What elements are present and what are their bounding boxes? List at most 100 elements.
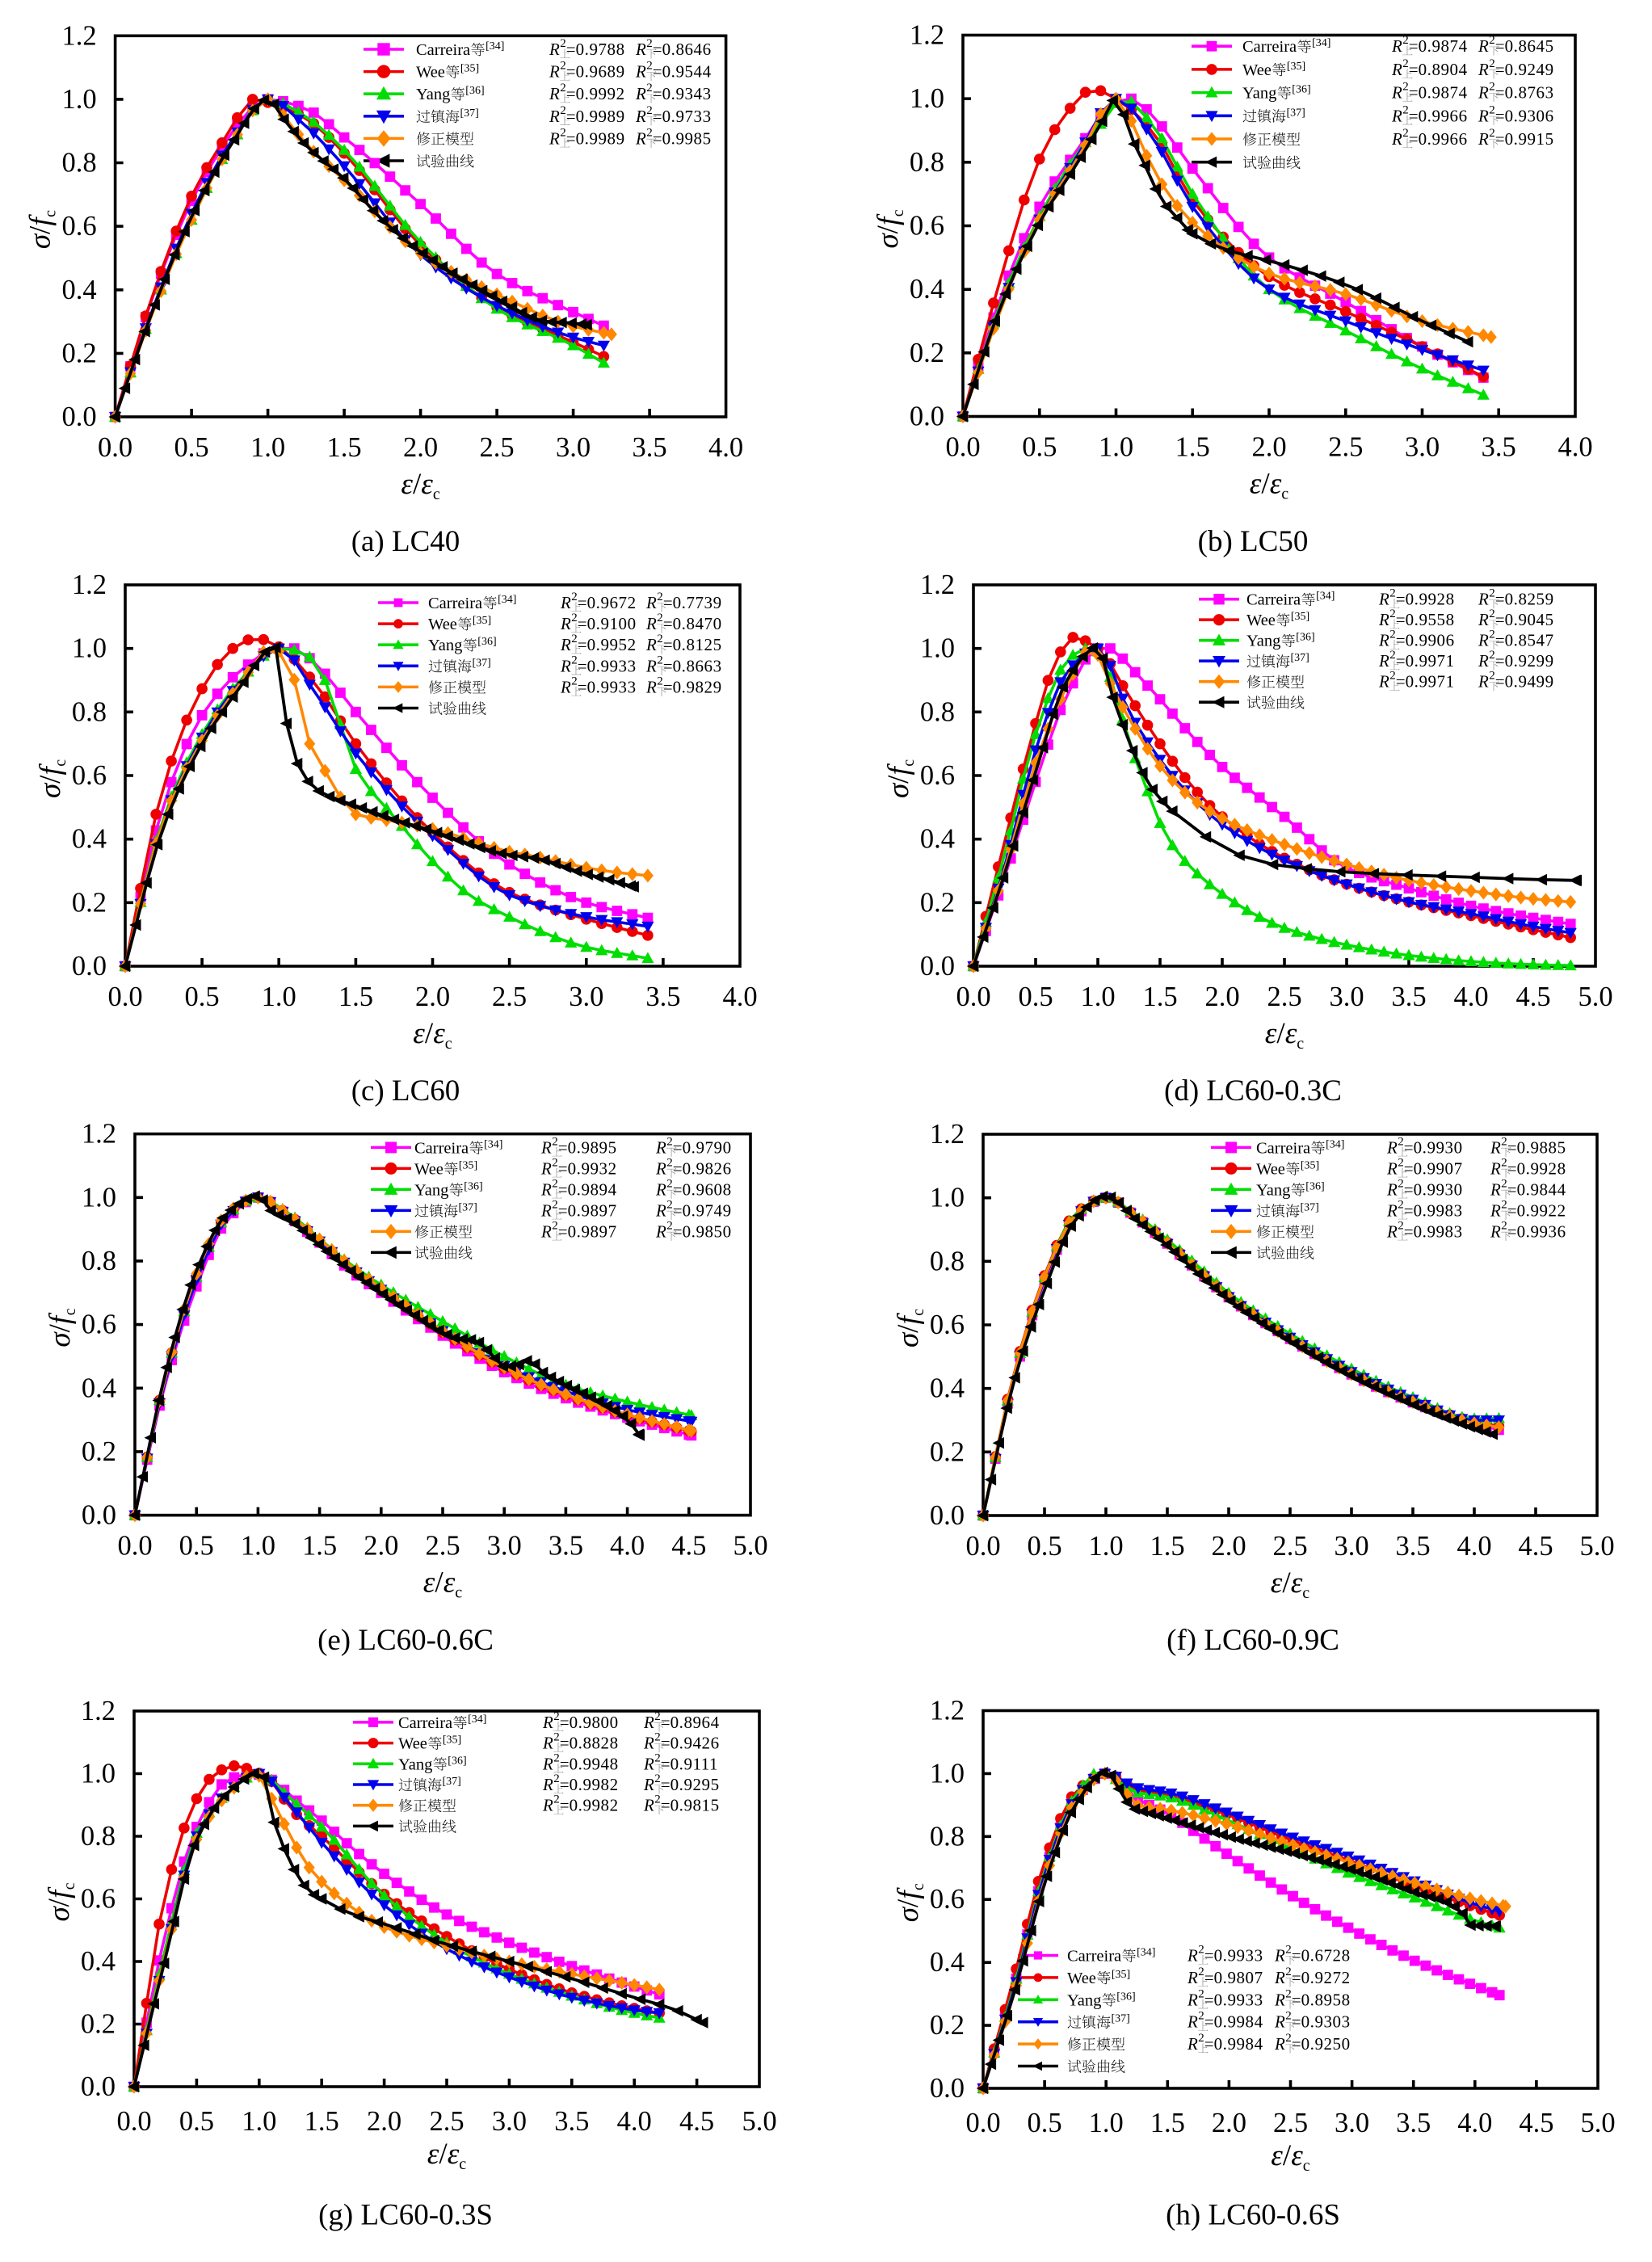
svg-text:0.8828: 0.8828 [570, 1734, 619, 1753]
svg-text:0.8547: 0.8547 [1505, 631, 1554, 650]
svg-text:2: 2 [1198, 2010, 1204, 2023]
svg-text:2.5: 2.5 [492, 982, 527, 1012]
svg-text:R: R [1478, 36, 1489, 56]
svg-text:=: = [661, 1775, 670, 1794]
svg-text:0.5: 0.5 [1022, 432, 1057, 463]
svg-text:R: R [1386, 1221, 1398, 1241]
svg-text:=: = [661, 1734, 670, 1753]
svg-text:=: = [1495, 36, 1505, 56]
svg-text:2.0: 2.0 [1251, 432, 1286, 463]
svg-text:σ: σ [872, 233, 905, 249]
svg-text:1.2: 1.2 [910, 20, 944, 51]
svg-text:R: R [1386, 1200, 1398, 1220]
svg-text:0.9933: 0.9933 [587, 656, 637, 675]
svg-text:0.4: 0.4 [910, 274, 944, 305]
svg-text:R: R [540, 1200, 552, 1220]
svg-text:0.9928: 0.9928 [1406, 590, 1455, 609]
svg-text:2: 2 [1489, 103, 1495, 116]
svg-text:2: 2 [666, 1198, 673, 1211]
svg-text:[37]: [37] [1291, 652, 1309, 664]
svg-text:0.9874: 0.9874 [1419, 36, 1468, 56]
svg-text:2: 2 [666, 1177, 673, 1190]
svg-text:=: = [1396, 651, 1406, 671]
svg-text:R: R [1274, 2012, 1285, 2032]
svg-text:4.5: 4.5 [1518, 1531, 1553, 1562]
svg-text:2: 2 [666, 1156, 673, 1169]
svg-text:0.9897: 0.9897 [568, 1221, 617, 1241]
svg-text:0.8: 0.8 [920, 696, 955, 727]
svg-text:ε: ε [1270, 468, 1282, 501]
svg-text:σ: σ [34, 782, 67, 798]
svg-text:Wee: Wee [1242, 61, 1272, 79]
svg-text:(g) LC60-0.3S: (g) LC60-0.3S [318, 2199, 493, 2232]
svg-text:R: R [655, 1221, 666, 1241]
svg-text:0.9608: 0.9608 [683, 1179, 732, 1199]
svg-text:2.5: 2.5 [429, 2106, 464, 2137]
svg-text:R: R [1378, 651, 1389, 671]
svg-text:=: = [1495, 651, 1505, 671]
svg-text:=: = [1409, 60, 1419, 79]
svg-text:0.0: 0.0 [945, 432, 980, 463]
svg-text:=: = [558, 1158, 568, 1178]
svg-text:0.9971: 0.9971 [1406, 651, 1455, 671]
svg-text:0.4: 0.4 [920, 824, 955, 855]
svg-text:0.0: 0.0 [98, 432, 132, 463]
svg-text:R: R [655, 1158, 666, 1178]
svg-text:4.0: 4.0 [610, 1531, 645, 1562]
svg-text:R: R [1391, 129, 1402, 149]
svg-text:0.0: 0.0 [965, 1531, 1000, 1562]
svg-text:=: = [661, 1754, 670, 1773]
svg-text:/: / [439, 2138, 448, 2171]
svg-text:2: 2 [1489, 81, 1495, 94]
svg-text:=: = [1507, 1179, 1517, 1199]
svg-text:=: = [663, 614, 673, 633]
svg-text:[36]: [36] [477, 636, 496, 648]
svg-text:1.0: 1.0 [930, 1758, 965, 1789]
svg-text:2: 2 [552, 1135, 558, 1148]
svg-text:=: = [560, 1734, 570, 1753]
svg-text:2.5: 2.5 [1328, 432, 1363, 463]
svg-text:2: 2 [560, 104, 566, 117]
svg-text:[34]: [34] [1316, 591, 1335, 603]
svg-text:2: 2 [1285, 2032, 1292, 2045]
svg-text:=: = [673, 1221, 683, 1241]
svg-text:1.0: 1.0 [920, 633, 955, 664]
svg-text:2.5: 2.5 [1272, 1531, 1307, 1562]
svg-text:4.0: 4.0 [708, 432, 743, 463]
svg-text:0.9306: 0.9306 [1505, 106, 1554, 125]
svg-text:c: c [433, 486, 440, 503]
svg-text:c: c [445, 1035, 452, 1053]
svg-text:ε: ε [1271, 1566, 1283, 1600]
svg-text:R: R [549, 62, 560, 82]
svg-text:R: R [643, 1734, 654, 1753]
svg-text:1.2: 1.2 [81, 1696, 116, 1726]
svg-text:1.0: 1.0 [82, 1182, 116, 1213]
svg-text:=: = [1396, 590, 1406, 609]
svg-text:0.5: 0.5 [179, 2106, 214, 2137]
svg-text:[36]: [36] [464, 1180, 482, 1192]
svg-text:R: R [1187, 1990, 1198, 2009]
svg-text:R: R [643, 1754, 654, 1773]
svg-text:=: = [661, 1796, 670, 1815]
svg-text:R: R [1386, 1137, 1398, 1157]
svg-text:0.8645: 0.8645 [1505, 36, 1554, 56]
svg-text:/: / [34, 775, 67, 784]
svg-text:=: = [1396, 610, 1406, 629]
svg-text:=: = [566, 40, 576, 59]
svg-text:5.0: 5.0 [1580, 2108, 1615, 2138]
svg-text:0.0: 0.0 [920, 951, 955, 982]
svg-text:[34]: [34] [498, 594, 516, 606]
svg-text:2: 2 [1402, 103, 1409, 116]
svg-text:2: 2 [646, 37, 653, 50]
svg-text:0.6: 0.6 [82, 1310, 116, 1340]
svg-text:[34]: [34] [484, 1138, 502, 1150]
svg-text:=: = [1507, 1221, 1517, 1241]
svg-text:2.0: 2.0 [367, 2106, 401, 2137]
svg-text:0.9966: 0.9966 [1419, 106, 1468, 125]
svg-text:R: R [1187, 1946, 1198, 1966]
svg-text:=: = [653, 128, 662, 148]
svg-text:0.4: 0.4 [81, 1946, 116, 1977]
svg-text:0.9930: 0.9930 [1414, 1137, 1463, 1157]
svg-text:=: = [1404, 1137, 1414, 1157]
svg-text:=: = [1409, 106, 1419, 125]
